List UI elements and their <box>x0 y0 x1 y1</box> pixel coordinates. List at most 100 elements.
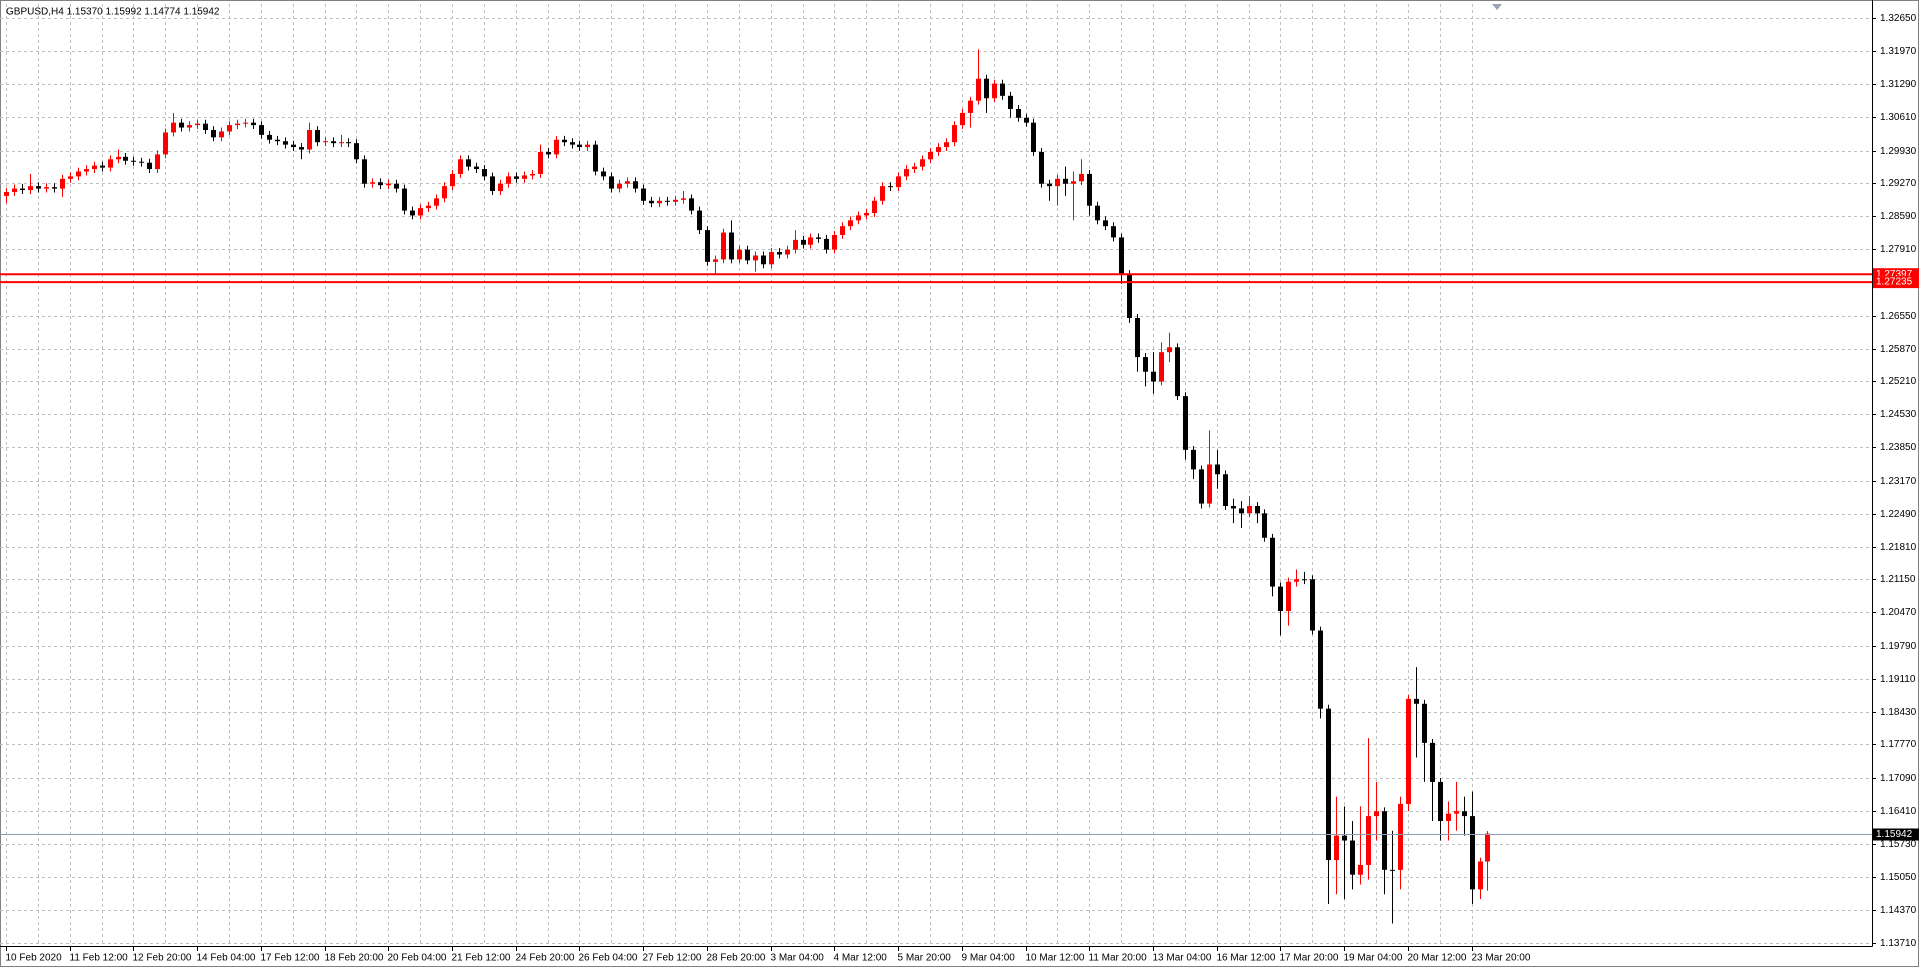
candle-body <box>1278 586 1283 612</box>
candle-body <box>992 83 997 99</box>
candle-body <box>904 169 909 177</box>
candle-body <box>1446 813 1451 821</box>
candle-body <box>1334 835 1339 861</box>
candle-body <box>570 142 575 145</box>
candle-body <box>219 131 224 138</box>
y-tick-label: 1.19790 <box>1880 641 1917 652</box>
candle-body <box>952 125 957 143</box>
y-tick-label: 1.14370 <box>1880 905 1917 916</box>
candle-body <box>259 125 264 135</box>
candle-body <box>346 142 351 144</box>
candle-body <box>1382 811 1387 870</box>
candle-body <box>1398 803 1403 870</box>
candle-body <box>354 143 359 160</box>
x-tick-label: 16 Mar 12:00 <box>1217 953 1276 964</box>
candle-body <box>880 186 885 201</box>
y-tick-label: 1.29930 <box>1880 146 1917 157</box>
bid-label-box <box>1873 828 1919 841</box>
candle-body <box>163 132 168 155</box>
candle-body <box>171 122 176 133</box>
x-tick-label: 3 Mar 04:00 <box>771 953 825 964</box>
candle-body <box>1047 183 1052 187</box>
candle-body <box>530 173 535 176</box>
candle-body <box>1031 122 1036 152</box>
x-tick-label: 5 Mar 20:00 <box>898 953 952 964</box>
bid-label: 1.15942 <box>1876 829 1913 840</box>
candle-body <box>434 198 439 206</box>
candle-body <box>52 187 57 189</box>
candle-body <box>1350 840 1355 875</box>
candle-body <box>1087 173 1092 206</box>
candle-body <box>315 129 320 143</box>
candle-body <box>522 175 527 179</box>
x-tick-label: 18 Feb 20:00 <box>325 953 384 964</box>
candle-body <box>275 139 280 142</box>
candle-body <box>1199 469 1204 504</box>
candle-body <box>697 210 702 231</box>
candle-body <box>538 151 543 174</box>
x-tick-label: 13 Mar 04:00 <box>1153 953 1212 964</box>
candle-body <box>1231 506 1236 509</box>
candle-body <box>20 188 25 191</box>
candle-body <box>801 239 806 245</box>
candle-body <box>1127 274 1132 318</box>
x-tick-label: 17 Feb 12:00 <box>261 953 320 964</box>
x-tick-label: 19 Mar 04:00 <box>1344 953 1403 964</box>
y-tick-label: 1.20470 <box>1880 607 1917 618</box>
candle-body <box>721 232 726 260</box>
candle-body <box>1310 579 1315 631</box>
candle-body <box>1191 449 1196 470</box>
candle-body <box>211 129 216 138</box>
x-tick-label: 20 Mar 12:00 <box>1408 953 1467 964</box>
candle-body <box>793 239 798 250</box>
candle-body <box>888 186 893 188</box>
candle-body <box>466 159 471 167</box>
candle-body <box>944 142 949 148</box>
candle-body <box>92 165 97 170</box>
candle-body <box>1167 347 1172 353</box>
candle-body <box>331 141 336 144</box>
candle-body <box>418 208 423 216</box>
candle-body <box>960 112 965 126</box>
candle-body <box>928 151 933 160</box>
candle-body <box>585 144 590 148</box>
candle-body <box>753 255 758 261</box>
y-tick-label: 1.25210 <box>1880 376 1917 387</box>
y-tick-label: 1.22490 <box>1880 509 1917 520</box>
candle-body <box>474 166 479 170</box>
candle-body <box>84 169 89 172</box>
grid <box>0 4 1872 946</box>
x-tick-label: 21 Feb 12:00 <box>452 953 511 964</box>
candle-body <box>562 139 567 143</box>
y-tick-label: 1.31970 <box>1880 46 1917 57</box>
level-label-box <box>1873 276 1919 289</box>
candle-body <box>1342 835 1347 841</box>
y-tick-label: 1.21150 <box>1880 574 1916 585</box>
candle-body <box>864 213 869 216</box>
candle-body <box>506 176 511 184</box>
y-tick-label: 1.17770 <box>1880 739 1917 750</box>
x-tick-label: 24 Feb 20:00 <box>516 953 575 964</box>
candle-body <box>1000 83 1005 96</box>
candle-body <box>68 176 73 179</box>
candle-body <box>601 171 606 177</box>
candle-body <box>339 142 344 144</box>
candle-body <box>920 159 925 167</box>
candle-body <box>370 182 375 184</box>
y-tick-label: 1.26550 <box>1880 311 1917 322</box>
candle-body <box>307 129 312 150</box>
candle-body <box>123 156 128 161</box>
candle-body <box>912 166 917 170</box>
candle-body <box>1485 833 1490 862</box>
y-tick-label: 1.27910 <box>1880 244 1917 255</box>
x-tick-label: 20 Feb 04:00 <box>388 953 447 964</box>
candle-body <box>203 123 208 130</box>
candle-body <box>490 176 495 192</box>
candle-body <box>641 188 646 201</box>
candle-body <box>593 144 598 172</box>
candle-body <box>291 144 296 148</box>
y-tick-label: 1.29270 <box>1880 178 1917 189</box>
